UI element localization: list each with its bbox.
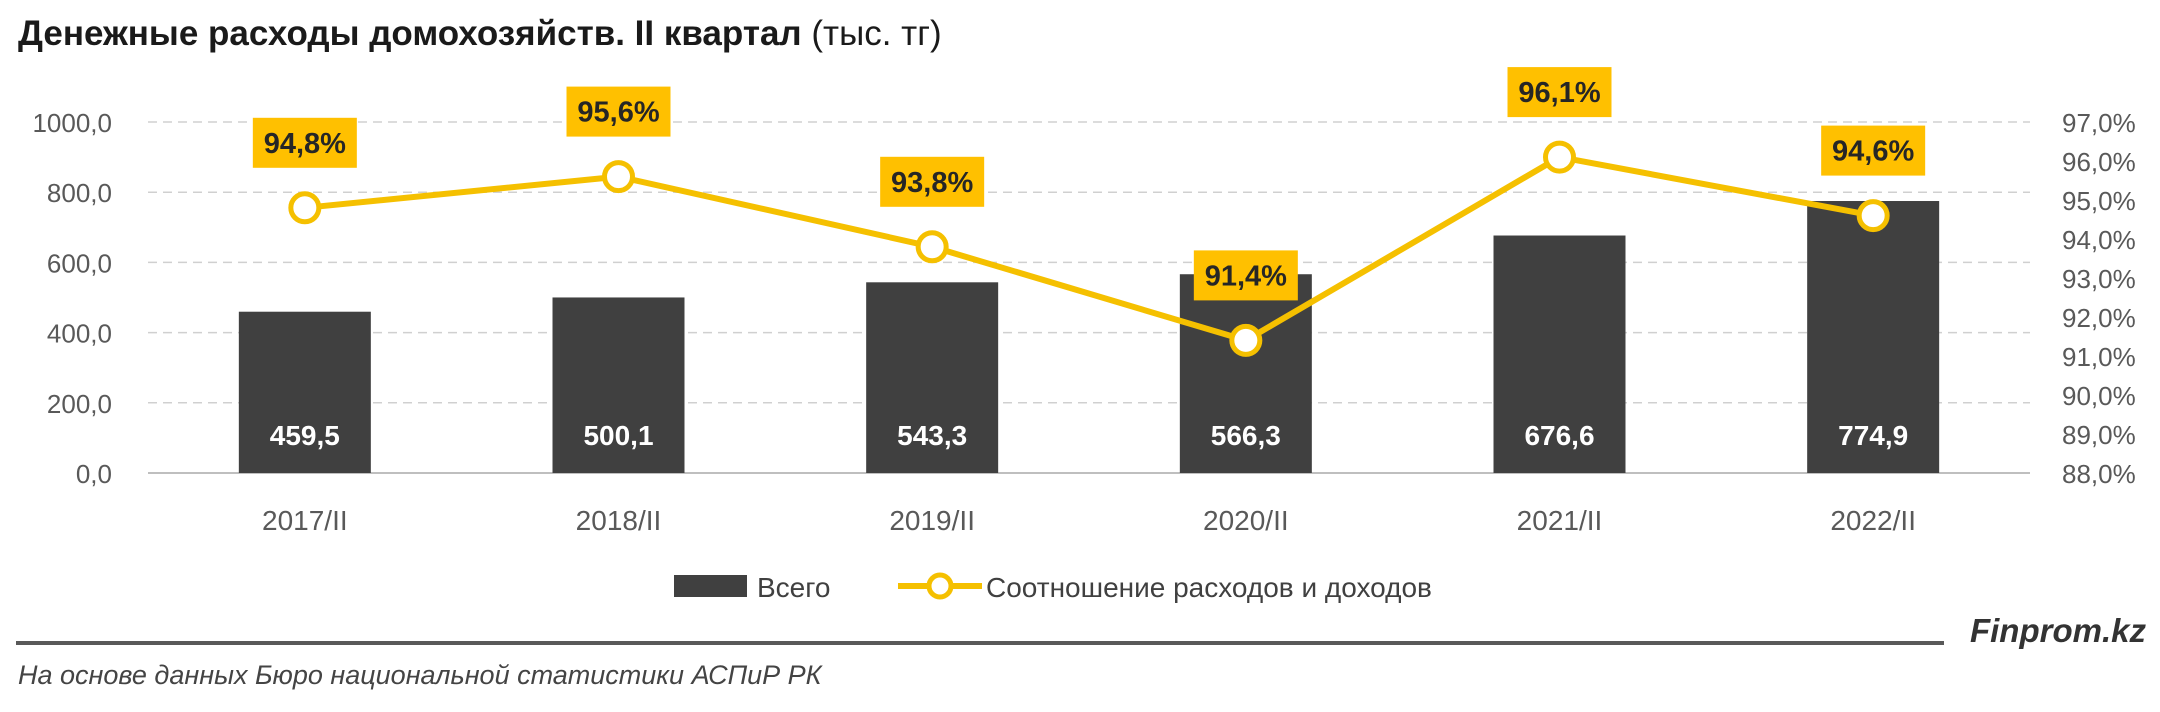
bar-value-label: 676,6 xyxy=(1524,420,1594,451)
x-tick-label: 2018/II xyxy=(576,505,662,536)
y-right-tick-label: 90,0% xyxy=(2062,381,2136,411)
y-left-tick-label: 0,0 xyxy=(76,459,112,489)
line-value-label: 93,8% xyxy=(891,167,973,199)
line-label-box xyxy=(1193,250,1298,301)
y-right-tick-label: 97,0% xyxy=(2062,108,2136,138)
y-right-tick-label: 88,0% xyxy=(2062,459,2136,489)
y-left-tick-label: 600,0 xyxy=(47,248,112,278)
x-tick-label: 2022/II xyxy=(1830,505,1916,536)
line-label-box xyxy=(1507,67,1612,118)
line-point xyxy=(1543,140,1576,174)
bar xyxy=(1179,274,1312,473)
bar xyxy=(1493,235,1626,473)
y-right-tick-label: 93,0% xyxy=(2062,264,2136,294)
line-label-box xyxy=(1821,125,1926,176)
y-left-tick-label: 800,0 xyxy=(47,178,112,208)
bar xyxy=(1807,201,1940,473)
brand-label: Finprom.kz xyxy=(1969,612,2146,649)
y-left-tick-label: 200,0 xyxy=(47,389,112,419)
line-label-box xyxy=(880,156,985,207)
line-value-label: 95,6% xyxy=(577,97,659,129)
line-point xyxy=(288,191,322,225)
y-right-tick-label: 91,0% xyxy=(2062,342,2136,372)
line-point xyxy=(915,230,949,264)
x-tick-label: 2021/II xyxy=(1517,505,1603,536)
bar-value-label: 459,5 xyxy=(270,420,340,451)
y-right-tick-label: 92,0% xyxy=(2062,303,2136,333)
legend-swatch-marker xyxy=(926,572,954,600)
y-left-tick-label: 1000,0 xyxy=(32,108,112,138)
bar xyxy=(866,282,999,473)
line-label-box xyxy=(252,117,357,168)
chart-title-unit: (тыс. тг) xyxy=(801,14,942,53)
bar-value-label: 543,3 xyxy=(897,420,967,451)
line-point xyxy=(1856,199,1890,233)
x-tick-label: 2017/II xyxy=(262,505,348,536)
x-tick-label: 2019/II xyxy=(889,505,975,536)
bar-value-label: 774,9 xyxy=(1838,420,1908,451)
legend-label-bars: Всего xyxy=(757,572,830,603)
bar-value-label: 500,1 xyxy=(583,420,653,451)
bar xyxy=(238,311,371,473)
legend-label-line: Соотношение расходов и доходов xyxy=(986,572,1432,603)
line-label-box xyxy=(566,86,671,137)
x-tick-label: 2020/II xyxy=(1203,505,1289,536)
ratio-line xyxy=(304,154,1874,344)
y-right-tick-label: 96,0% xyxy=(2062,147,2136,177)
chart-title: Денежные расходы домохозяйств. II кварта… xyxy=(18,14,942,54)
line-point xyxy=(1229,323,1263,357)
line-value-label: 94,6% xyxy=(1832,136,1914,168)
bar xyxy=(552,297,685,473)
line-value-label: 91,4% xyxy=(1205,260,1287,292)
legend-swatch-bars xyxy=(674,575,747,597)
bar-value-label: 566,3 xyxy=(1211,420,1281,451)
line-value-label: 94,8% xyxy=(264,128,346,160)
y-right-tick-label: 89,0% xyxy=(2062,420,2136,450)
y-right-tick-label: 94,0% xyxy=(2062,225,2136,255)
line-point xyxy=(602,160,635,194)
y-left-tick-label: 400,0 xyxy=(47,319,112,349)
y-right-tick-label: 95,0% xyxy=(2062,186,2136,216)
chart-title-main: Денежные расходы домохозяйств. II кварта… xyxy=(18,14,802,53)
source-note: На основе данных Бюро национальной стати… xyxy=(18,660,822,690)
line-value-label: 96,1% xyxy=(1518,77,1600,109)
